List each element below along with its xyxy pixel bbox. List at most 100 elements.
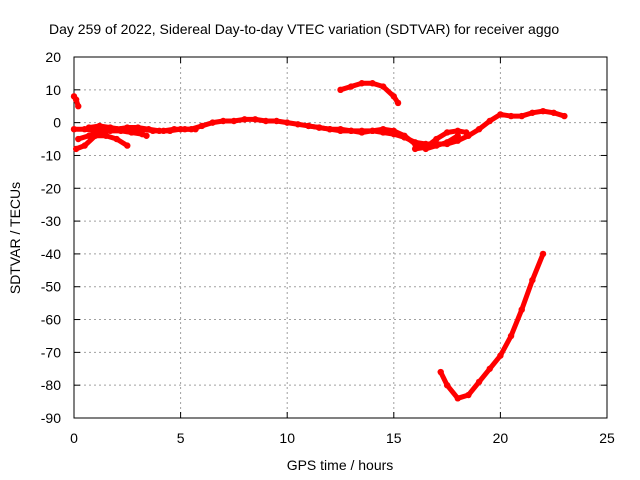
data-point — [117, 126, 125, 133]
data-point — [220, 117, 227, 125]
data-point — [252, 116, 259, 123]
data-point — [475, 378, 483, 386]
data-point — [550, 109, 557, 116]
data-point — [518, 112, 525, 120]
data-point — [230, 117, 238, 125]
data-point — [284, 119, 291, 126]
data-point — [539, 250, 547, 258]
data-point — [358, 129, 366, 136]
data-point — [347, 83, 355, 90]
data-point — [337, 126, 344, 133]
data-point — [149, 127, 157, 135]
data-point — [294, 121, 302, 128]
y-tick-labels: -90 -80 -70 -60 -50 -40 -30 -20 -10 0 10 20 — [41, 49, 61, 426]
data-point — [305, 122, 312, 130]
data-point — [209, 119, 216, 126]
data-point — [463, 129, 470, 136]
data-point — [539, 107, 547, 115]
data-point — [358, 80, 366, 87]
data-points — [70, 80, 568, 402]
data-point — [497, 352, 504, 359]
data-point — [518, 306, 525, 313]
data-point — [454, 395, 461, 402]
data-point — [433, 135, 440, 143]
data-point — [198, 122, 206, 130]
plot-area-frame — [73, 56, 608, 419]
x-tick-label: 20 — [493, 430, 509, 446]
data-point — [529, 109, 536, 116]
data-point — [75, 135, 82, 143]
axis-ticks — [73, 56, 608, 419]
data-point — [107, 124, 114, 131]
data-point — [507, 332, 515, 340]
data-point — [401, 132, 408, 139]
x-tick-label: 5 — [177, 430, 185, 446]
y-tick-label: -50 — [41, 279, 61, 295]
data-point — [369, 127, 376, 135]
data-point — [315, 124, 323, 131]
data-point — [326, 126, 334, 133]
data-point — [72, 145, 80, 153]
x-tick-label: 10 — [279, 430, 295, 446]
data-point — [443, 381, 451, 389]
y-tick-label: 0 — [53, 115, 61, 131]
data-point — [443, 139, 451, 146]
data-point — [379, 126, 387, 133]
data-point — [437, 368, 444, 376]
y-tick-label: -80 — [41, 377, 61, 393]
chart-title: Day 259 of 2022, Sidereal Day-to-day VTE… — [49, 21, 559, 37]
data-point — [181, 126, 189, 133]
data-point — [347, 127, 355, 135]
data-point — [433, 142, 440, 149]
data-point — [465, 391, 472, 399]
data-point — [497, 111, 504, 118]
data-point — [75, 103, 82, 110]
data-point — [85, 124, 93, 131]
data-point — [124, 142, 131, 149]
x-axis-label: GPS time / hours — [287, 457, 394, 473]
data-point — [379, 83, 387, 90]
y-tick-label: -40 — [41, 246, 61, 262]
data-point — [443, 129, 451, 136]
data-point — [411, 145, 419, 153]
data-point — [192, 126, 199, 133]
data-point — [454, 127, 461, 135]
series-low-arc — [438, 251, 546, 401]
data-point — [72, 96, 80, 103]
data-point — [561, 112, 568, 120]
data-point — [70, 126, 78, 133]
x-tick-label: 0 — [70, 430, 78, 446]
y-tick-label: -30 — [41, 213, 61, 229]
data-point — [262, 117, 270, 125]
data-point — [128, 126, 135, 133]
data-point — [139, 126, 146, 133]
data-point — [390, 127, 397, 135]
y-tick-label: -20 — [41, 180, 61, 196]
x-tick-labels: 0 5 10 15 20 25 — [70, 430, 615, 446]
y-tick-label: -10 — [41, 147, 61, 163]
data-point — [113, 135, 120, 143]
y-tick-label: -90 — [41, 410, 61, 426]
data-point — [273, 117, 280, 125]
data-point — [486, 365, 493, 372]
x-tick-label: 25 — [599, 430, 615, 446]
data-point — [369, 80, 376, 87]
grid-lines — [74, 57, 607, 418]
data-point — [422, 144, 429, 151]
data-point — [96, 122, 103, 130]
data-point — [411, 140, 419, 148]
data-point — [454, 132, 461, 139]
data-point — [475, 126, 483, 133]
y-tick-label: 20 — [45, 49, 61, 65]
y-tick-label: 10 — [45, 82, 61, 98]
data-point — [390, 93, 397, 100]
data-point — [85, 132, 93, 139]
data-point — [81, 142, 88, 149]
data-point — [486, 117, 493, 125]
data-point — [171, 126, 178, 133]
data-point — [507, 112, 515, 120]
data-point — [143, 132, 150, 139]
y-tick-label: -70 — [41, 344, 61, 360]
y-axis-label: SDTVAR / TECUs — [7, 182, 23, 294]
data-point — [160, 127, 167, 135]
